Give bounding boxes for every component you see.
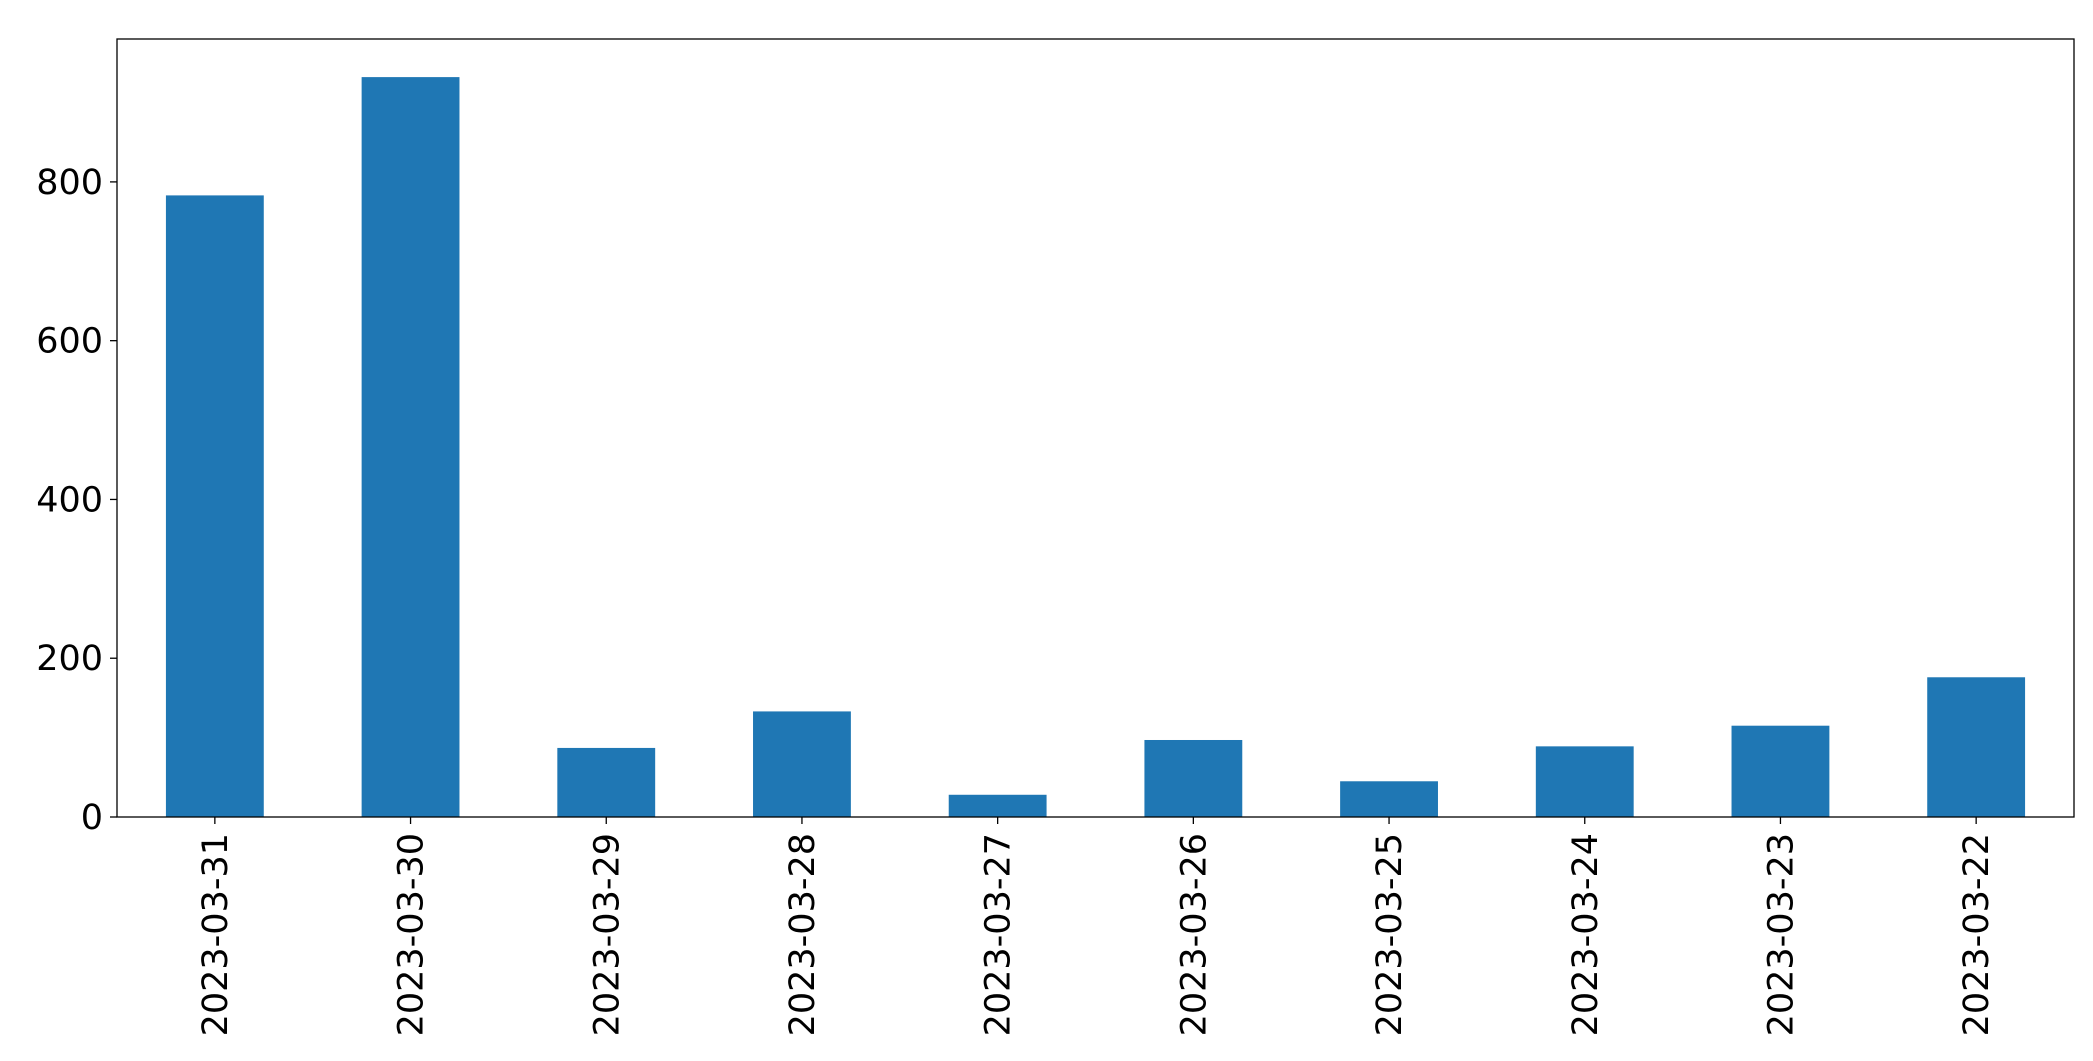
y-tick-label: 0 bbox=[81, 798, 103, 838]
x-tick-label: 2023-03-23 bbox=[1761, 833, 1801, 1036]
bar bbox=[1927, 677, 2026, 817]
x-tick-label: 2023-03-28 bbox=[783, 833, 823, 1036]
bar bbox=[948, 794, 1047, 817]
x-tick-label: 2023-03-26 bbox=[1174, 833, 1214, 1036]
x-tick-label: 2023-03-27 bbox=[979, 833, 1019, 1036]
y-tick-label: 200 bbox=[36, 639, 103, 679]
bar bbox=[165, 195, 264, 818]
y-tick-label: 600 bbox=[36, 322, 103, 362]
bar bbox=[361, 77, 460, 817]
y-tick-label: 800 bbox=[36, 163, 103, 203]
y-tick-label: 400 bbox=[36, 480, 103, 520]
bar bbox=[1144, 739, 1243, 817]
bar bbox=[1535, 746, 1634, 817]
plot-frame bbox=[116, 38, 2075, 818]
x-tick-label: 2023-03-29 bbox=[587, 833, 627, 1036]
x-tick-label: 2023-03-22 bbox=[1957, 833, 1997, 1036]
x-tick-label: 2023-03-24 bbox=[1566, 833, 1606, 1036]
bar bbox=[1731, 725, 1830, 817]
bar bbox=[1340, 781, 1438, 817]
x-tick-label: 2023-03-30 bbox=[392, 833, 432, 1036]
x-tick-label: 2023-03-25 bbox=[1370, 833, 1410, 1036]
x-tick-label: 2023-03-31 bbox=[196, 833, 236, 1036]
bar bbox=[557, 747, 656, 817]
bar bbox=[753, 711, 851, 817]
